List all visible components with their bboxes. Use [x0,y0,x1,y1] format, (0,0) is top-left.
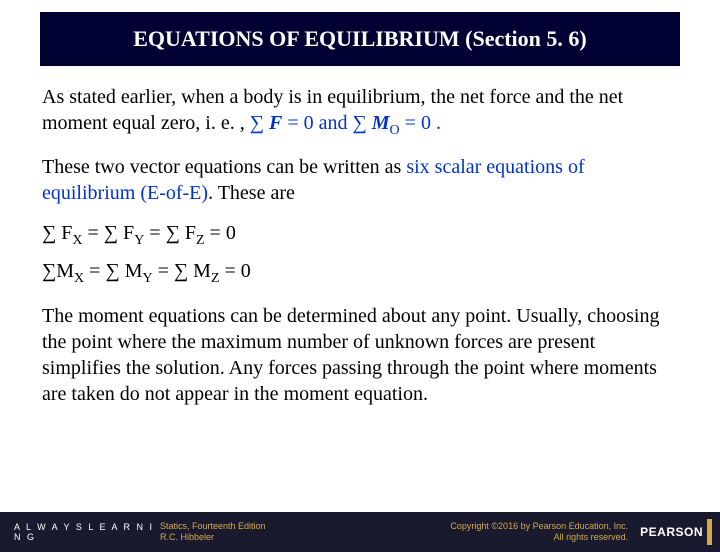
eqF-1s: X [72,233,82,248]
paragraph-3: The moment equations can be determined a… [42,303,678,407]
p1-eq1: = 0 and [282,112,352,134]
eqM-eq2: = [153,260,174,282]
eqF-2: ∑ F [104,222,134,244]
pearson-logo: PEARSON [640,519,712,545]
paragraph-1: As stated earlier, when a body is in equ… [42,84,678,140]
eqF-end: = 0 [205,222,236,244]
slide-content: As stated earlier, when a body is in equ… [0,84,720,407]
eqM-2s: Y [143,271,153,286]
p1-M: M [372,112,390,134]
p2-text-a: These two vector equations can be writte… [42,156,406,178]
book-title: Statics, Fourteenth Edition [160,521,266,532]
paragraph-2: These two vector equations can be writte… [42,154,678,206]
eqF-3: ∑ F [166,222,196,244]
p1-sumF: ∑ [250,112,269,134]
copy-line2: All rights reserved. [266,532,629,543]
pearson-text: PEARSON [640,525,703,539]
p2-text-b: . These are [208,182,295,204]
eqM-end: = 0 [220,260,251,282]
book-author: R.C. Hibbeler [160,532,266,543]
copy-line1: Copyright ©2016 by Pearson Education, In… [266,521,629,532]
p1-eq2: = 0 . [400,112,441,134]
eqM-1s: X [74,271,84,286]
force-equations: ∑ FX = ∑ FY = ∑ FZ = 0 [42,220,678,250]
eqM-3s: Z [211,271,220,286]
eqM-2: ∑ M [105,260,142,282]
eqF-eq2: = [144,222,165,244]
p1-F: F [269,112,282,134]
eqM-eq1: = [84,260,105,282]
eqF-eq1: = [83,222,104,244]
eqF-3s: Z [196,233,205,248]
moment-equations: ∑MX = ∑ MY = ∑ MZ = 0 [42,258,678,288]
slide-title: EQUATIONS OF EQUILIBRIUM (Section 5. 6) [40,12,680,66]
eqM-3: ∑ M [174,260,211,282]
always-learning: A L W A Y S L E A R N I N G [0,522,160,542]
p1-sumM: ∑ [352,112,371,134]
p1-Osub: O [390,123,400,138]
eqF-2s: Y [134,233,144,248]
eqF-1: ∑ F [42,222,72,244]
footer-bar: A L W A Y S L E A R N I N G Statics, Fou… [0,512,720,552]
eqM-1: ∑M [42,260,74,282]
pearson-bar-icon [707,519,712,545]
